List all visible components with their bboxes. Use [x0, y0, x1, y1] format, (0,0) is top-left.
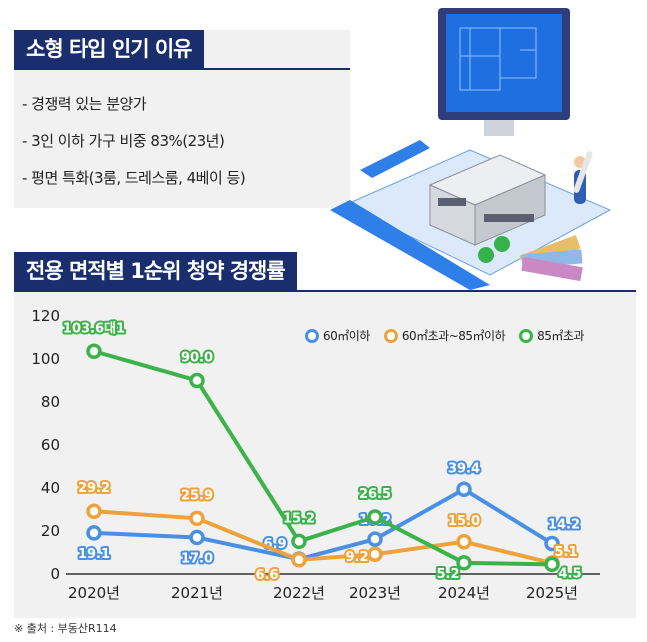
x-tick-label: 2023년 — [349, 584, 401, 602]
data-point — [456, 534, 472, 550]
legend-label: 85㎡초과 — [537, 329, 584, 343]
y-tick-label: 40 — [41, 479, 60, 497]
chart-heading: 전용 면적별 1순위 청약 경쟁률 — [14, 252, 297, 290]
data-label: 39.4 — [448, 461, 480, 476]
color-swatch-illustration — [519, 235, 583, 282]
data-label: 9.2 — [345, 550, 368, 565]
data-point — [86, 525, 102, 541]
legend-marker — [519, 328, 534, 343]
monitor-illustration — [438, 8, 570, 136]
y-tick-label: 120 — [31, 307, 60, 325]
data-label: 14.2 — [548, 517, 580, 532]
person-illustration — [573, 151, 593, 204]
housing-illustration — [330, 8, 612, 290]
x-tick-label: 2024년 — [438, 584, 490, 602]
y-tick-label: 80 — [41, 393, 60, 411]
series-line — [93, 509, 553, 565]
legend-item: 60㎡이하 — [305, 327, 370, 344]
y-tick-label: 60 — [41, 436, 60, 454]
data-point — [189, 372, 205, 389]
data-point — [456, 481, 472, 498]
data-label: 5.2 — [436, 567, 459, 582]
legend-label: 60㎡이하 — [323, 329, 370, 343]
series-line — [93, 349, 553, 567]
reason-item: - 평면 특화(3룸, 드레스룸, 4베이 등) — [22, 169, 246, 187]
chart-heading-rule — [14, 290, 636, 292]
data-point — [86, 503, 102, 519]
data-point — [456, 555, 472, 571]
reason-list: - 경쟁력 있는 분양가 - 3인 이하 가구 비중 83%(23년) - 평면… — [22, 86, 246, 197]
data-point — [544, 535, 560, 552]
data-point — [189, 510, 205, 527]
data-label: 15.2 — [283, 511, 315, 526]
x-tick-label: 2022년 — [273, 584, 325, 602]
data-point — [291, 533, 307, 550]
data-point — [367, 531, 383, 547]
legend-marker — [383, 328, 398, 343]
data-label: 19.1 — [78, 547, 110, 562]
data-point — [367, 509, 383, 525]
legend-label: 60㎡초과~85㎡이하 — [401, 329, 506, 343]
data-label: 4.5 — [558, 566, 581, 581]
data-point — [544, 556, 560, 573]
data-point — [86, 343, 102, 360]
data-label: 5.1 — [554, 545, 577, 560]
data-label: 29.2 — [78, 481, 110, 496]
chart-legend: 60㎡이하 60㎡초과~85㎡이하 85㎡초과 — [305, 327, 584, 344]
y-tick-label: 0 — [50, 565, 60, 583]
legend-marker — [305, 328, 319, 343]
top-heading-rule — [14, 68, 350, 70]
data-label: 25.9 — [181, 488, 213, 503]
y-tick-label: 20 — [41, 522, 60, 540]
data-label: 90.0 — [181, 351, 213, 366]
series-line — [93, 487, 554, 562]
source-note: ※ 출처 : 부동산R114 — [14, 622, 117, 635]
data-point — [291, 552, 307, 568]
legend-item: 85㎡초과 — [519, 327, 584, 344]
y-tick-label: 100 — [31, 350, 60, 368]
legend-item: 60㎡초과~85㎡이하 — [383, 327, 506, 344]
top-heading: 소형 타입 인기 이유 — [14, 30, 204, 68]
x-tick-label: 2025년 — [526, 584, 578, 602]
data-label: 26.5 — [359, 487, 391, 502]
data-label: 6.6 — [255, 568, 278, 583]
data-point — [189, 529, 205, 546]
reason-item: - 경쟁력 있는 분양가 — [22, 95, 147, 113]
building-illustration — [428, 154, 547, 246]
data-label: 15.0 — [448, 514, 480, 529]
data-label: 17.0 — [181, 551, 213, 566]
x-tick-label: 2021년 — [171, 584, 223, 602]
data-point — [367, 546, 383, 562]
data-label: 103.6대1 — [63, 321, 125, 336]
x-tick-label: 2020년 — [68, 584, 120, 602]
reason-item: - 3인 이하 가구 비중 83%(23년) — [22, 132, 225, 150]
